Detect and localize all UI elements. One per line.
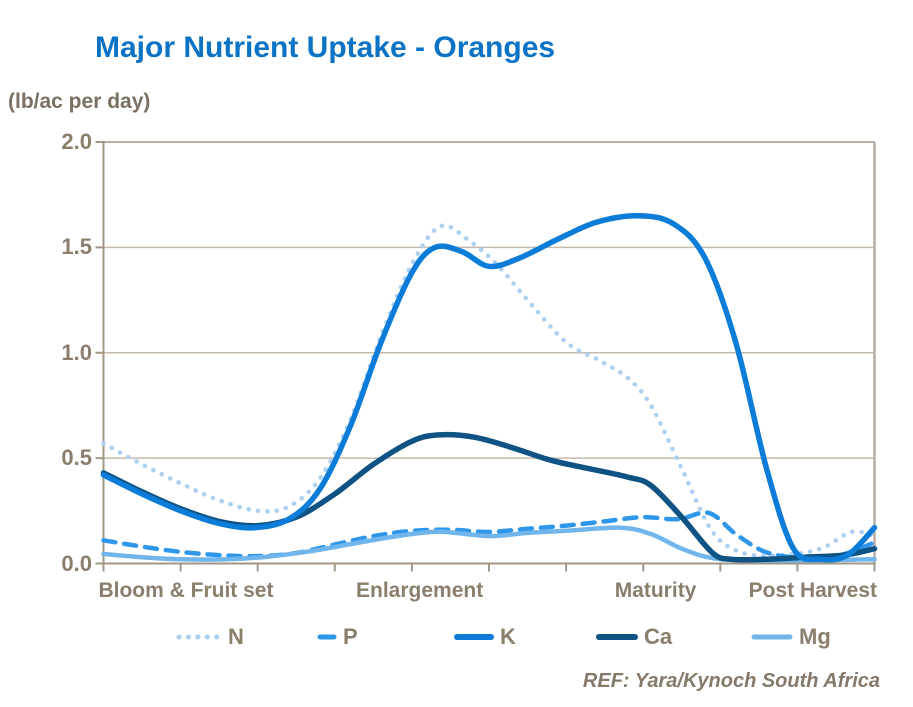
legend-item-N: N: [176, 624, 244, 650]
y-tick-label-0.0: 0.0: [61, 550, 92, 576]
y-tick-label-1.5: 1.5: [61, 234, 92, 260]
legend-line-sample-P: [317, 634, 337, 640]
chart-title: Major Nutrient Uptake - Oranges: [95, 31, 556, 64]
legend-label-P: P: [343, 624, 358, 649]
legend-item-P: P: [317, 624, 358, 650]
legend-line-sample-N: [176, 634, 222, 640]
legend-line-sample-Mg: [751, 634, 793, 640]
x-category-label: Maturity: [614, 579, 697, 602]
legend-label-Mg: Mg: [799, 624, 831, 649]
y-axis-unit-label: (lb/ac per day): [8, 90, 151, 113]
series-line-Mg: [101, 525, 877, 563]
series-line-P: [101, 510, 877, 562]
reference-source-text: REF: Yara/Kynoch South Africa: [582, 670, 880, 692]
legend-label-Ca: Ca: [644, 624, 673, 649]
legend-item-Ca: Ca: [596, 624, 672, 650]
legend-line-sample-Ca: [596, 634, 638, 640]
legend-label-K: K: [500, 624, 516, 649]
x-category-label: Bloom & Fruit set: [98, 579, 274, 602]
y-tick-label-1.0: 1.0: [61, 339, 92, 365]
series-line-K: [100, 213, 878, 563]
legend-item-Mg: Mg: [751, 624, 831, 650]
y-tick-label-2.0: 2.0: [61, 129, 92, 154]
series-line-N: [101, 223, 877, 558]
legend-item-K: K: [454, 624, 516, 650]
legend-line-sample-K: [454, 634, 494, 640]
y-tick-label-0.5: 0.5: [61, 445, 92, 471]
x-category-label: Post Harvest: [748, 579, 877, 602]
series-line-Ca: [100, 431, 878, 563]
legend-label-N: N: [228, 624, 244, 649]
x-category-label: Enlargement: [356, 579, 484, 602]
